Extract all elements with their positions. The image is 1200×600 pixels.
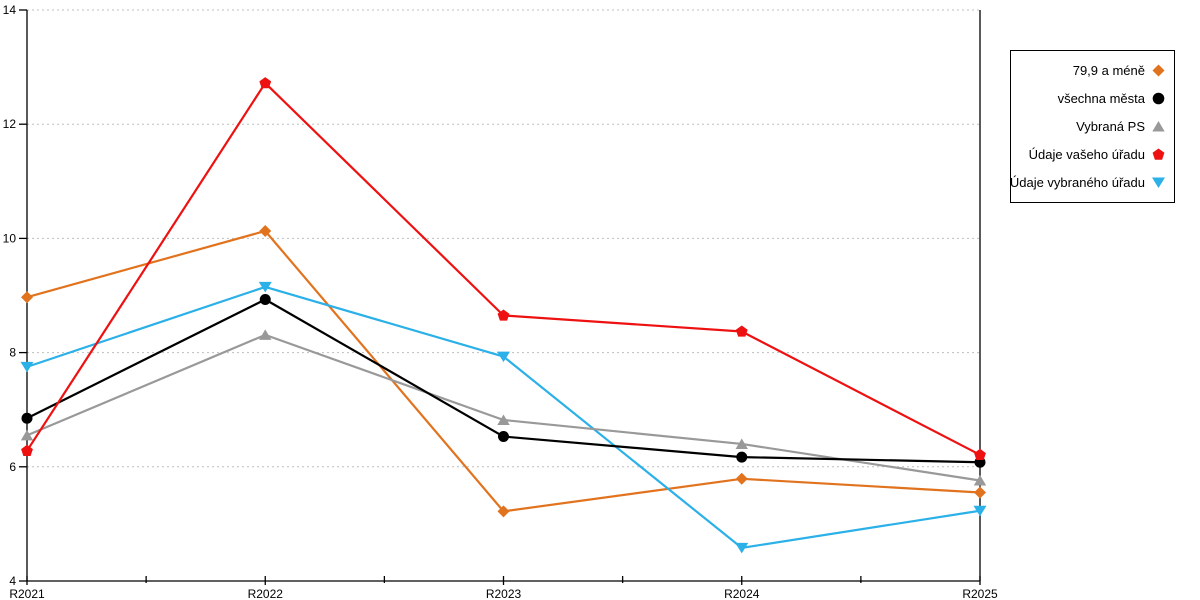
legend-marker-shape <box>1152 121 1165 132</box>
y-tick-label: 8 <box>9 346 16 360</box>
data-point-marker <box>973 505 987 517</box>
data-point-marker <box>735 542 749 554</box>
legend-item-5: Údaje vybraného úřadu <box>1010 175 1166 190</box>
data-point-marker <box>259 329 272 340</box>
y-tick-label: 10 <box>3 231 17 245</box>
data-point-marker <box>973 475 987 486</box>
data-point-marker <box>497 309 510 321</box>
legend-item-1: 79,9 a méně <box>1019 63 1166 78</box>
x-tick-label: R2021 <box>9 587 45 600</box>
data-point-marker <box>20 361 34 373</box>
data-point-marker <box>258 281 272 293</box>
legend-label: Vybraná PS <box>1076 119 1145 134</box>
y-tick-label: 6 <box>9 460 16 474</box>
data-point-marker <box>497 505 510 518</box>
y-tick-label: 4 <box>9 574 16 588</box>
legend-marker-triangle-up-icon <box>1152 121 1165 132</box>
legend-marker-shape <box>1152 92 1165 105</box>
data-point-marker <box>974 486 986 499</box>
data-point-marker <box>736 451 748 463</box>
legend-marker-shape <box>1152 64 1165 77</box>
chart-legend: 79,9 a méně všechna města Vybraná PS Údaje … <box>1010 50 1175 203</box>
legend-item-2: všechna města <box>1019 91 1166 106</box>
data-point-marker <box>497 414 510 425</box>
legend-label: 79,9 a méně <box>1072 63 1145 78</box>
legend-marker-diamond-icon <box>1152 64 1165 77</box>
data-point-marker <box>498 431 509 443</box>
data-point-marker <box>259 293 271 305</box>
legend-label: Údaje vybraného úřadu <box>1009 175 1145 190</box>
legend-marker-shape <box>1152 177 1165 188</box>
data-point-marker <box>20 429 34 441</box>
legend-marker-shape <box>1152 148 1165 160</box>
y-tick-label: 14 <box>3 3 17 17</box>
data-point-marker <box>21 291 33 304</box>
legend-marker-triangle-down-icon <box>1152 177 1165 188</box>
x-tick-label: R2023 <box>486 587 522 600</box>
y-tick-label: 12 <box>3 117 17 131</box>
data-point-marker <box>21 444 33 457</box>
data-point-marker <box>497 351 510 363</box>
legend-label: Údaje vašeho úřadu <box>1028 147 1145 162</box>
x-tick-label: R2024 <box>724 587 760 600</box>
legend-marker-pentagon-icon <box>1152 148 1165 160</box>
legend-item-3: Vybraná PS <box>1019 119 1166 134</box>
data-point-marker <box>735 472 748 485</box>
data-point-marker <box>974 448 986 461</box>
data-point-marker <box>735 438 748 449</box>
data-point-marker <box>21 412 33 424</box>
x-tick-label: R2025 <box>962 587 998 600</box>
data-point-marker <box>259 224 272 237</box>
x-tick-label: R2022 <box>248 587 284 600</box>
series-line-4 <box>26 81 981 456</box>
data-point-marker <box>259 77 272 89</box>
series-line-1 <box>26 229 981 513</box>
data-point-marker <box>735 325 748 337</box>
legend-marker-circle-icon <box>1152 92 1165 105</box>
legend-label: všechna města <box>1057 91 1145 106</box>
legend-item-4: Údaje vašeho úřadu <box>1019 147 1166 162</box>
